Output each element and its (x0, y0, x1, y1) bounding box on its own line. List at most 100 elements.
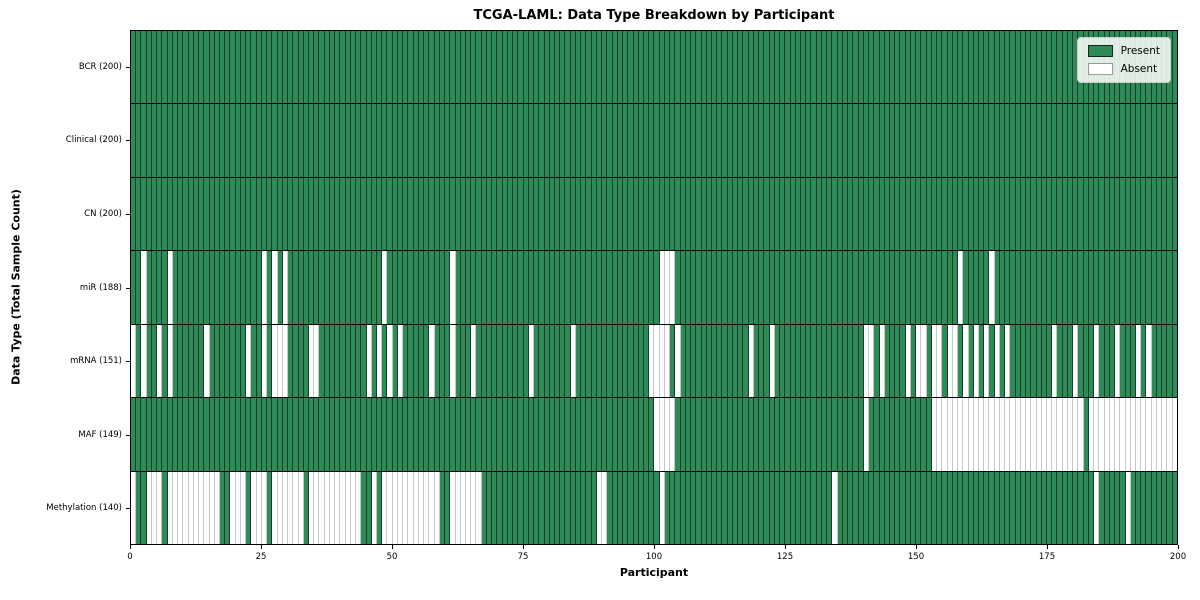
cell (361, 251, 367, 324)
cell (732, 177, 739, 251)
cell (251, 471, 257, 544)
cell (214, 104, 220, 177)
cell (1120, 398, 1126, 471)
cell (340, 471, 346, 544)
cell (1167, 177, 1173, 251)
heat-row-CN (131, 176, 1177, 251)
cell (978, 398, 985, 471)
cell (492, 324, 498, 398)
cell (858, 31, 864, 104)
cell (293, 398, 299, 471)
cell (842, 104, 849, 177)
y-tick-label: BCR (200) (78, 61, 122, 72)
cell (335, 251, 341, 324)
cell (905, 177, 911, 251)
cell (481, 104, 487, 177)
cell (623, 471, 629, 544)
cell (586, 324, 592, 398)
cell (413, 324, 419, 398)
cell (994, 251, 1000, 324)
cell (910, 31, 917, 104)
cell (397, 177, 404, 251)
cell (193, 251, 200, 324)
cell (424, 31, 430, 104)
cell (230, 31, 236, 104)
cell (1041, 31, 1048, 104)
cell (617, 324, 624, 398)
cell (596, 471, 603, 544)
cell (612, 398, 618, 471)
cell (172, 177, 179, 251)
cell (445, 324, 451, 398)
x-tick-label: 150 (907, 552, 925, 562)
cell (612, 104, 618, 177)
cell (167, 398, 173, 471)
cell (151, 324, 158, 398)
cell (1052, 398, 1058, 471)
cell (717, 104, 723, 177)
cell (1109, 398, 1116, 471)
cell (685, 177, 692, 251)
cell (1167, 471, 1173, 544)
cell (282, 251, 289, 324)
cell (303, 471, 309, 544)
cell (931, 104, 938, 177)
cell (994, 31, 1000, 104)
cell (476, 104, 482, 177)
cell (377, 31, 383, 104)
cell (581, 324, 587, 398)
cell (450, 398, 456, 471)
cell (1109, 251, 1116, 324)
cell (785, 177, 791, 251)
cell (696, 177, 702, 251)
cell (827, 471, 833, 544)
cell (811, 177, 817, 251)
cell (884, 398, 890, 471)
cell (209, 251, 215, 324)
cell (963, 177, 969, 251)
cell (1052, 177, 1058, 251)
y-tick-mark (126, 361, 130, 363)
cell (1062, 251, 1068, 324)
cell (199, 471, 205, 544)
cell (314, 324, 320, 398)
cell (157, 398, 163, 471)
cell (649, 251, 655, 324)
cell (460, 251, 466, 324)
cell (1156, 104, 1163, 177)
cell (732, 324, 739, 398)
cell (1026, 471, 1032, 544)
cell (696, 471, 702, 544)
cell (240, 398, 247, 471)
cell (795, 104, 801, 177)
cell (403, 104, 409, 177)
cell (413, 471, 419, 544)
cell (973, 251, 979, 324)
cell (769, 324, 775, 398)
cell (141, 398, 147, 471)
cell (1109, 471, 1116, 544)
cell (445, 471, 451, 544)
cell (633, 177, 639, 251)
cell (916, 251, 922, 324)
cell (261, 471, 268, 544)
cell (759, 31, 765, 104)
cell (288, 251, 294, 324)
cell (691, 398, 697, 471)
cell (680, 398, 686, 471)
y-tick-label: mRNA (151) (70, 356, 122, 367)
cell (795, 177, 801, 251)
cell (659, 471, 665, 544)
cell (989, 324, 995, 398)
cell (1172, 31, 1177, 104)
cell (900, 31, 906, 104)
cell (607, 324, 613, 398)
cell (738, 104, 744, 177)
cell (753, 324, 760, 398)
cell (560, 31, 566, 104)
cell (544, 104, 550, 177)
cell (785, 251, 791, 324)
cell (1015, 31, 1021, 104)
cell (392, 104, 398, 177)
cell (445, 251, 451, 324)
